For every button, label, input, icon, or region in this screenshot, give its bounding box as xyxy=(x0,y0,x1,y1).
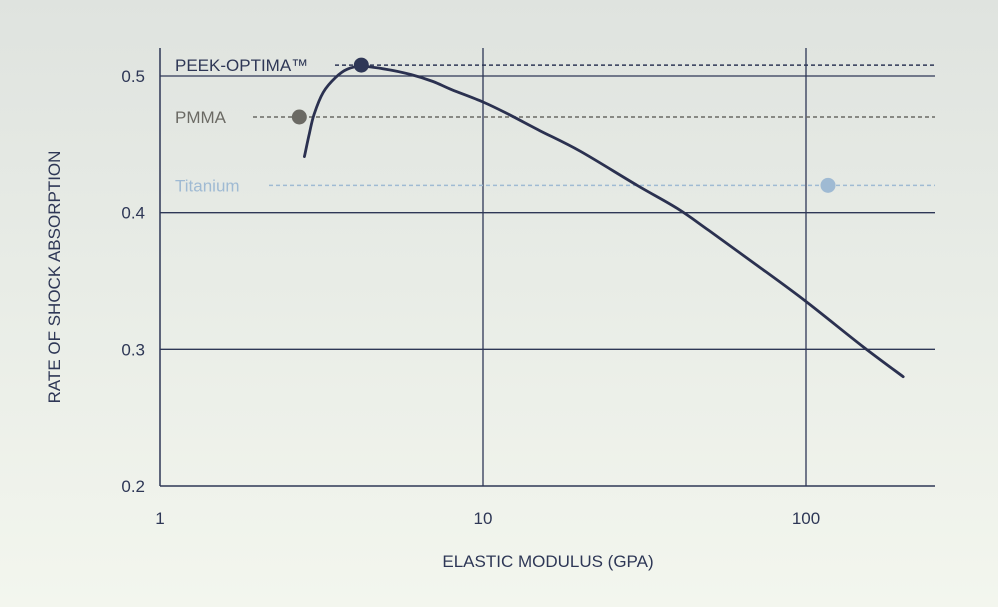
y-tick-label: 0.5 xyxy=(121,67,145,86)
grid-lines xyxy=(160,48,935,486)
y-axis-title: RATE OF SHOCK ABSORPTION xyxy=(45,151,64,404)
material-label: Titanium xyxy=(175,176,240,195)
axes xyxy=(159,48,935,487)
x-tick-label: 1 xyxy=(155,509,164,528)
y-tick-label: 0.3 xyxy=(121,340,145,359)
y-tick-label: 0.2 xyxy=(121,477,145,496)
reference-lines xyxy=(253,64,935,187)
tick-labels: 0.2 0.3 0.4 0.5 1 10 100 xyxy=(121,67,820,528)
data-point xyxy=(291,109,307,125)
material-label: PMMA xyxy=(175,108,227,127)
x-tick-label: 10 xyxy=(474,509,493,528)
material-labels: PEEK-OPTIMA™ PMMA Titanium xyxy=(175,56,308,195)
data-point xyxy=(353,57,369,73)
data-point xyxy=(820,177,836,193)
series-line xyxy=(303,64,905,379)
material-label: PEEK-OPTIMA™ xyxy=(175,56,308,75)
y-tick-label: 0.4 xyxy=(121,204,145,223)
shock-absorption-curve xyxy=(303,64,905,379)
x-tick-label: 100 xyxy=(792,509,820,528)
x-axis-title: ELASTIC MODULUS (GPA) xyxy=(442,552,653,571)
material-points xyxy=(291,57,836,193)
